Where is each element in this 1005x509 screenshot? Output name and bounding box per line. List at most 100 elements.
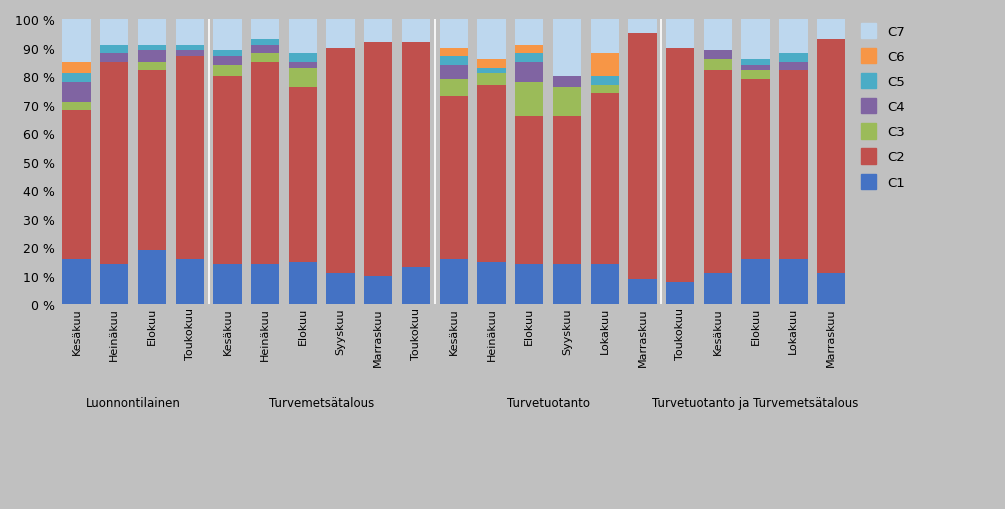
- Bar: [779, 259, 807, 305]
- Bar: [100, 265, 129, 305]
- Bar: [364, 43, 393, 276]
- Bar: [213, 66, 241, 77]
- Bar: [213, 51, 241, 57]
- Bar: [553, 265, 581, 305]
- Bar: [742, 66, 770, 71]
- Bar: [327, 273, 355, 305]
- Bar: [591, 94, 619, 265]
- Bar: [402, 268, 430, 305]
- Bar: [666, 282, 694, 305]
- Bar: [62, 74, 90, 82]
- Bar: [516, 20, 544, 46]
- Bar: [553, 20, 581, 77]
- Bar: [516, 117, 544, 265]
- Bar: [439, 97, 468, 259]
- Bar: [477, 74, 506, 86]
- Bar: [628, 34, 656, 279]
- Bar: [704, 273, 732, 305]
- Bar: [553, 88, 581, 117]
- Text: Turvetuotanto ja Turvemetsätalous: Turvetuotanto ja Turvemetsätalous: [652, 396, 859, 409]
- Bar: [251, 40, 279, 46]
- Bar: [62, 259, 90, 305]
- Bar: [591, 20, 619, 54]
- Bar: [213, 77, 241, 265]
- Bar: [327, 48, 355, 273]
- Bar: [176, 259, 204, 305]
- Bar: [62, 63, 90, 74]
- Text: Turvetuotanto: Turvetuotanto: [507, 396, 590, 409]
- Bar: [213, 265, 241, 305]
- Bar: [213, 57, 241, 66]
- Bar: [591, 86, 619, 94]
- Bar: [288, 54, 317, 63]
- Bar: [439, 80, 468, 97]
- Bar: [742, 259, 770, 305]
- Bar: [477, 20, 506, 60]
- Bar: [516, 82, 544, 117]
- Bar: [62, 102, 90, 111]
- Bar: [288, 63, 317, 68]
- Bar: [516, 265, 544, 305]
- Bar: [591, 265, 619, 305]
- Bar: [704, 60, 732, 71]
- Bar: [138, 46, 166, 51]
- Bar: [138, 51, 166, 63]
- Bar: [817, 273, 845, 305]
- Bar: [779, 20, 807, 54]
- Bar: [138, 71, 166, 250]
- Bar: [817, 20, 845, 40]
- Bar: [327, 20, 355, 48]
- Bar: [138, 63, 166, 71]
- Bar: [779, 63, 807, 71]
- Bar: [439, 20, 468, 48]
- Bar: [138, 250, 166, 305]
- Bar: [288, 20, 317, 54]
- Bar: [176, 51, 204, 57]
- Bar: [100, 54, 129, 63]
- Bar: [779, 71, 807, 259]
- Bar: [817, 40, 845, 273]
- Bar: [742, 60, 770, 66]
- Text: Turvemetsätalous: Turvemetsätalous: [269, 396, 375, 409]
- Bar: [628, 279, 656, 305]
- Bar: [288, 88, 317, 262]
- Bar: [553, 77, 581, 88]
- Bar: [666, 48, 694, 282]
- Bar: [402, 20, 430, 43]
- Bar: [439, 57, 468, 66]
- Bar: [138, 20, 166, 46]
- Bar: [516, 63, 544, 82]
- Bar: [251, 46, 279, 54]
- Bar: [439, 48, 468, 57]
- Bar: [251, 265, 279, 305]
- Bar: [288, 262, 317, 305]
- Bar: [666, 20, 694, 48]
- Bar: [553, 117, 581, 265]
- Bar: [742, 80, 770, 259]
- Bar: [477, 60, 506, 68]
- Bar: [176, 20, 204, 46]
- Bar: [704, 71, 732, 273]
- Bar: [288, 68, 317, 88]
- Bar: [62, 111, 90, 259]
- Legend: C7, C6, C5, C4, C3, C2, C1: C7, C6, C5, C4, C3, C2, C1: [860, 24, 904, 189]
- Bar: [213, 20, 241, 51]
- Bar: [516, 46, 544, 54]
- Bar: [364, 276, 393, 305]
- Bar: [364, 20, 393, 43]
- Bar: [251, 54, 279, 63]
- Bar: [251, 20, 279, 40]
- Bar: [100, 20, 129, 46]
- Bar: [477, 86, 506, 262]
- Bar: [591, 54, 619, 77]
- Bar: [100, 46, 129, 54]
- Bar: [779, 54, 807, 63]
- Bar: [742, 20, 770, 60]
- Bar: [591, 77, 619, 86]
- Bar: [704, 51, 732, 60]
- Bar: [439, 66, 468, 80]
- Bar: [742, 71, 770, 80]
- Bar: [100, 63, 129, 265]
- Bar: [402, 43, 430, 268]
- Bar: [477, 262, 506, 305]
